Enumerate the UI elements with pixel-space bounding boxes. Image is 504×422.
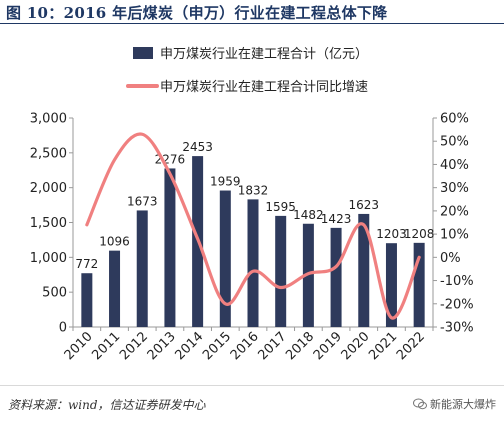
growth-point	[390, 317, 393, 319]
left-tick-label: 2,500	[30, 146, 67, 161]
growth-point	[307, 272, 309, 275]
growth-point	[169, 173, 171, 175]
growth-point	[363, 224, 365, 226]
left-tick-label: 500	[42, 286, 67, 301]
x-tick-label: 2022	[394, 329, 428, 363]
right-tick-label: 30%	[440, 181, 469, 196]
growth-point	[141, 133, 143, 135]
bar-value-label: 1595	[265, 200, 296, 214]
bar	[413, 242, 425, 327]
wechat-icon	[413, 398, 427, 410]
growth-point	[86, 224, 88, 226]
bar	[219, 190, 231, 327]
bar-value-label: 1096	[99, 235, 130, 249]
bar	[358, 213, 370, 327]
bar	[164, 168, 176, 327]
bar-series	[81, 156, 425, 327]
bar-value-labels: 7721096167322762453195918321595148214231…	[75, 140, 434, 271]
left-tick-label: 3,000	[30, 112, 67, 127]
x-tick-label: 2019	[311, 329, 345, 363]
x-tick-label: 2012	[117, 329, 151, 363]
legend: 申万煤炭行业在建工程合计（亿元） 申万煤炭行业在建工程合计同比增速	[126, 47, 368, 95]
right-tick-label: 40%	[440, 158, 469, 173]
right-tick-label: 20%	[440, 204, 469, 219]
bar-value-label: 2453	[182, 140, 213, 154]
growth-point	[280, 286, 282, 289]
x-tick-label: 2020	[339, 329, 373, 363]
growth-point	[113, 159, 116, 161]
bar	[275, 215, 287, 327]
bar	[136, 210, 148, 327]
legend-line-label: 申万煤炭行业在建工程合计同比增速	[160, 80, 368, 95]
bar	[385, 243, 397, 327]
bar	[247, 199, 259, 327]
growth-point	[197, 238, 199, 240]
bar-value-label: 1832	[238, 183, 269, 197]
figure-title: 图 10：2016 年后煤炭（申万）行业在建工程总体下降	[6, 4, 388, 22]
bar-value-label: 1673	[127, 194, 158, 208]
x-tick-label: 2018	[283, 329, 317, 363]
left-tick-label: 1,000	[30, 251, 67, 266]
right-tick-label: -20%	[440, 297, 474, 312]
growth-point	[418, 256, 420, 258]
growth-point	[252, 270, 254, 272]
bar-value-label: 1423	[321, 212, 352, 226]
right-tick-label: 60%	[440, 112, 469, 127]
bar-value-label: 772	[75, 257, 98, 271]
axes: 0 500 1,000 1,500 2,000 2,500 3,000 -30% -20% -10…	[30, 112, 474, 364]
bar-value-label: 1482	[293, 208, 324, 222]
right-tick-label: 50%	[440, 135, 469, 150]
right-tick-label: -10%	[440, 274, 474, 289]
bar-value-label: 1203	[376, 227, 407, 241]
x-tick-label: 2015	[200, 329, 234, 363]
bar-value-label: 1208	[404, 227, 435, 241]
watermark-text: 新能源大爆炸	[430, 398, 496, 411]
x-tick-label: 2013	[145, 329, 179, 363]
x-tick-label: 2014	[172, 329, 206, 363]
bar	[302, 223, 314, 327]
legend-bar-label: 申万煤炭行业在建工程合计（亿元）	[160, 47, 368, 62]
right-tick-label: 0%	[440, 251, 461, 266]
growth-point	[335, 266, 337, 268]
legend-bar-swatch	[133, 47, 153, 59]
left-tick-label: 0	[59, 321, 67, 336]
x-tick-label: 2011	[89, 329, 123, 363]
left-tick-label: 2,000	[30, 181, 67, 196]
growth-line-series	[85, 132, 421, 320]
right-tick-label: 10%	[440, 228, 469, 243]
bar-value-label: 1623	[348, 198, 379, 212]
right-tick-label: -30%	[440, 321, 474, 336]
x-tick-label: 2017	[256, 329, 290, 363]
footer-divider	[0, 385, 504, 386]
growth-point	[224, 303, 226, 305]
left-tick-label: 1,500	[30, 216, 67, 231]
bar	[330, 227, 342, 327]
x-tick-label: 2021	[366, 329, 400, 363]
x-tick-label: 2016	[228, 329, 262, 363]
watermark: 新能源大爆炸	[413, 396, 496, 412]
bar	[109, 250, 121, 327]
title-underline	[0, 23, 504, 24]
bar	[81, 273, 93, 327]
bar-value-label: 1959	[210, 175, 241, 189]
source-note: 资料来源：wind，信达证券研发中心	[8, 398, 206, 412]
